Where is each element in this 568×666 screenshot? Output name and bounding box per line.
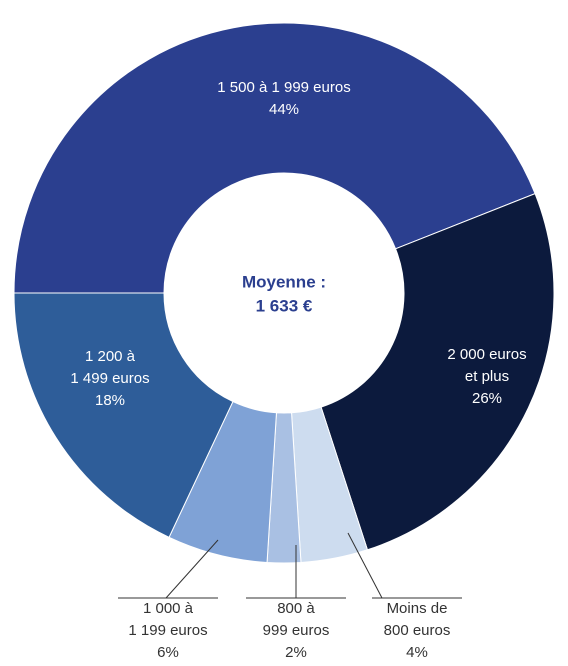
value-label: 26% — [472, 390, 502, 407]
segment-label: 1 199 euros — [128, 622, 207, 639]
value-label: 44% — [269, 101, 299, 118]
leader-line — [165, 539, 219, 599]
segment-label: 1 500 à 1 999 euros — [217, 79, 350, 96]
value-label: 6% — [157, 644, 179, 661]
leader-line — [347, 532, 383, 599]
segment-label: 800 euros — [384, 622, 451, 639]
segment-label: 999 euros — [263, 622, 330, 639]
segment-label: et plus — [465, 368, 509, 385]
value-label: 2% — [285, 644, 307, 661]
segment-label: 1 200 à — [85, 348, 136, 365]
segment-label: Moins de — [387, 600, 448, 617]
center-label: Moyenne : — [242, 272, 326, 291]
value-label: 4% — [406, 644, 428, 661]
segment-label: 1 499 euros — [70, 370, 149, 387]
segment-label: 800 à — [277, 600, 315, 617]
segment-label: 2 000 euros — [447, 346, 526, 363]
value-label: 18% — [95, 392, 125, 409]
donut-hole — [164, 173, 404, 413]
center-label: 1 633 € — [256, 296, 313, 315]
segment-label: 1 000 à — [143, 600, 194, 617]
